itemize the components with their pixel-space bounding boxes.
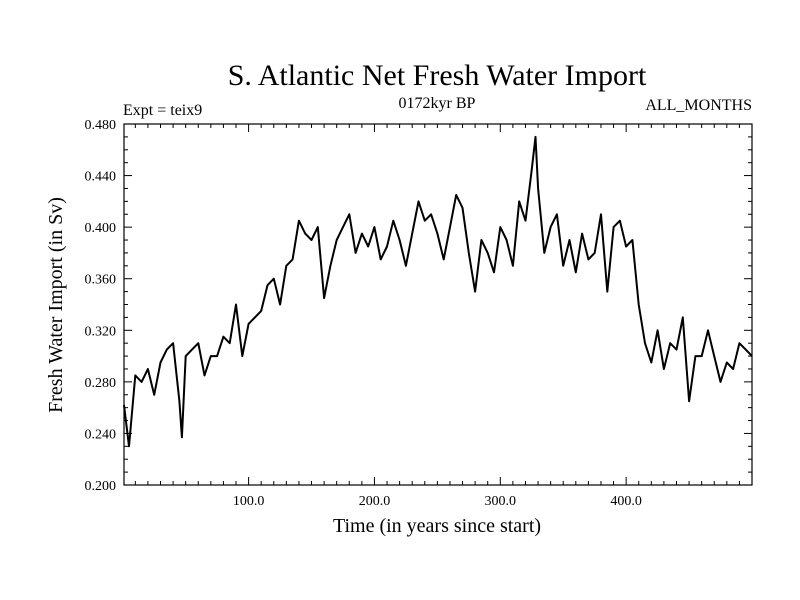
x-axis-label: Time (in years since start) (333, 515, 541, 537)
x-tick-label: 200.0 (359, 494, 391, 509)
x-tick-label: 100.0 (233, 494, 265, 509)
plot-frame (123, 123, 753, 486)
y-tick-label: 0.200 (85, 479, 117, 494)
y-tick-label: 0.440 (85, 170, 117, 185)
y-axis-label: Fresh Water Import (in Sv) (45, 197, 67, 413)
experiment-label: Expt = teix9 (123, 102, 202, 119)
months-label: ALL_MONTHS (645, 97, 752, 114)
axis-tick-labels: 0.200 0.240 0.280 0.320 0.360 0.400 0.440 0.480… (85, 118, 642, 509)
y-tick-label: 0.240 (85, 427, 117, 442)
x-tick-label: 300.0 (485, 494, 517, 509)
y-tick-label: 0.280 (85, 376, 117, 391)
fresh-water-import-series (123, 135, 753, 448)
y-tick-label: 0.360 (85, 273, 117, 288)
period-label: 0172kyr BP (399, 95, 476, 112)
y-tick-label: 0.400 (85, 221, 117, 236)
axis-ticks (124, 123, 752, 486)
y-tick-label: 0.480 (85, 118, 117, 133)
y-tick-label: 0.320 (85, 324, 117, 339)
chart-title: S. Atlantic Net Fresh Water Import (228, 59, 647, 92)
x-tick-label: 400.0 (610, 494, 642, 509)
